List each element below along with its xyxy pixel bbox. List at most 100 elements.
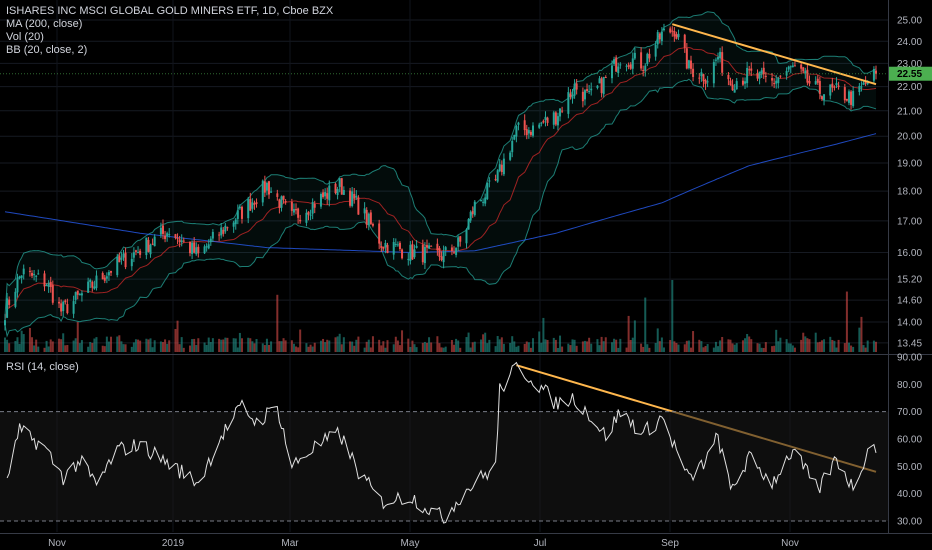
candle-body <box>324 192 327 197</box>
volume-bar <box>309 344 312 352</box>
volume-bar <box>290 340 293 352</box>
candle-body <box>51 285 54 303</box>
volume-bar <box>843 343 846 352</box>
candle-body <box>546 117 549 123</box>
volume-bar <box>704 346 707 352</box>
candle-body <box>355 195 358 198</box>
candle-body <box>261 180 264 203</box>
volume-bar <box>862 345 865 352</box>
candle-body <box>509 152 512 160</box>
candle-body <box>411 244 414 260</box>
candle-body <box>704 80 707 84</box>
volume-bar <box>617 347 620 352</box>
volume-bar <box>398 345 401 352</box>
candle-body <box>28 270 31 272</box>
candle-body <box>800 64 803 69</box>
candle-body <box>328 185 331 201</box>
candle-body <box>251 202 254 209</box>
candle-body <box>168 234 171 236</box>
volume-bar <box>648 347 651 352</box>
candle-body <box>554 112 557 125</box>
ma-legend[interactable]: MA (200, close) <box>6 18 83 30</box>
candle-body <box>455 247 458 255</box>
rsi-axis-label: 30.00 <box>897 517 922 528</box>
candle-body <box>559 108 562 117</box>
volume-bar <box>554 339 557 352</box>
candle-body <box>95 275 98 288</box>
volume-bar <box>62 333 65 352</box>
candle-body <box>236 210 239 219</box>
candle-body <box>660 31 663 42</box>
volume-bar <box>527 342 530 352</box>
candle-body <box>33 274 36 276</box>
volume-bar <box>498 339 501 352</box>
rsi-legend[interactable]: RSI (14, close) <box>6 361 79 373</box>
candle-body <box>532 125 535 136</box>
candle-body <box>544 116 547 121</box>
volume-bar <box>467 332 470 352</box>
volume-bar <box>43 347 46 352</box>
candle-body <box>864 80 867 84</box>
vol-legend[interactable]: Vol (20) <box>6 31 44 43</box>
volume-bar <box>540 342 543 352</box>
candle-body <box>351 191 354 207</box>
volume-bar <box>818 341 821 352</box>
price-trendline[interactable] <box>671 23 877 86</box>
candle-body <box>340 178 343 195</box>
volume-bar <box>600 336 603 352</box>
candle-body <box>760 70 763 74</box>
candle-body <box>700 72 703 77</box>
volume-bar <box>253 343 256 352</box>
price-axis[interactable]: 25.00 24.00 23.00 22.00 21.00 20.00 19.00 18.00… <box>889 16 932 528</box>
volume-bar <box>203 342 206 352</box>
volume-bar <box>161 342 164 352</box>
candle-body <box>515 126 518 137</box>
volume-bar <box>349 341 352 352</box>
candle-body <box>238 206 241 209</box>
volume-bar <box>295 346 298 352</box>
volume-bar <box>561 346 564 352</box>
candle-body <box>122 253 125 258</box>
volume-bar <box>367 339 370 352</box>
candle-body <box>218 234 221 236</box>
volume-bar <box>494 346 497 352</box>
candle-body <box>598 78 601 84</box>
candle-body <box>180 240 183 243</box>
price-axis-label: 23.00 <box>897 59 922 70</box>
candle-body <box>791 65 794 67</box>
bb-legend[interactable]: BB (20, close, 2) <box>6 44 88 56</box>
candle-body <box>209 238 212 243</box>
volume-bar <box>342 337 345 352</box>
time-axis[interactable]: Nov 2019 Mar May Jul Sep Nov <box>48 538 799 549</box>
volume-bar <box>733 344 736 352</box>
volume-bar <box>866 340 869 352</box>
candle-body <box>107 272 110 276</box>
rsi-axis-label: 80.00 <box>897 380 922 391</box>
candle-body <box>74 292 77 300</box>
candle-body <box>336 189 339 196</box>
candle-body <box>875 70 877 74</box>
volume-bar <box>714 341 717 352</box>
volume-bar <box>205 344 208 352</box>
candle-body <box>831 83 834 88</box>
volume-bar <box>513 341 516 352</box>
candle-body <box>573 83 576 96</box>
volume-bar <box>588 337 591 352</box>
volume-bar <box>860 316 863 352</box>
candle-body <box>191 242 194 254</box>
candle-body <box>571 94 574 99</box>
volume-bar <box>573 339 576 352</box>
candle-body <box>265 182 268 191</box>
volume-bar <box>687 340 690 352</box>
candle-body <box>465 229 468 244</box>
candle-body <box>773 83 776 85</box>
candle-body <box>407 258 410 260</box>
candle-body <box>523 120 526 131</box>
volume-bar <box>299 329 302 352</box>
volume-bar <box>153 340 156 352</box>
candle-body <box>299 219 302 222</box>
candle-body <box>20 275 23 278</box>
symbol-title[interactable]: ISHARES INC MSCI GLOBAL GOLD MINERS ETF,… <box>6 5 334 17</box>
volume-bar <box>93 338 96 352</box>
